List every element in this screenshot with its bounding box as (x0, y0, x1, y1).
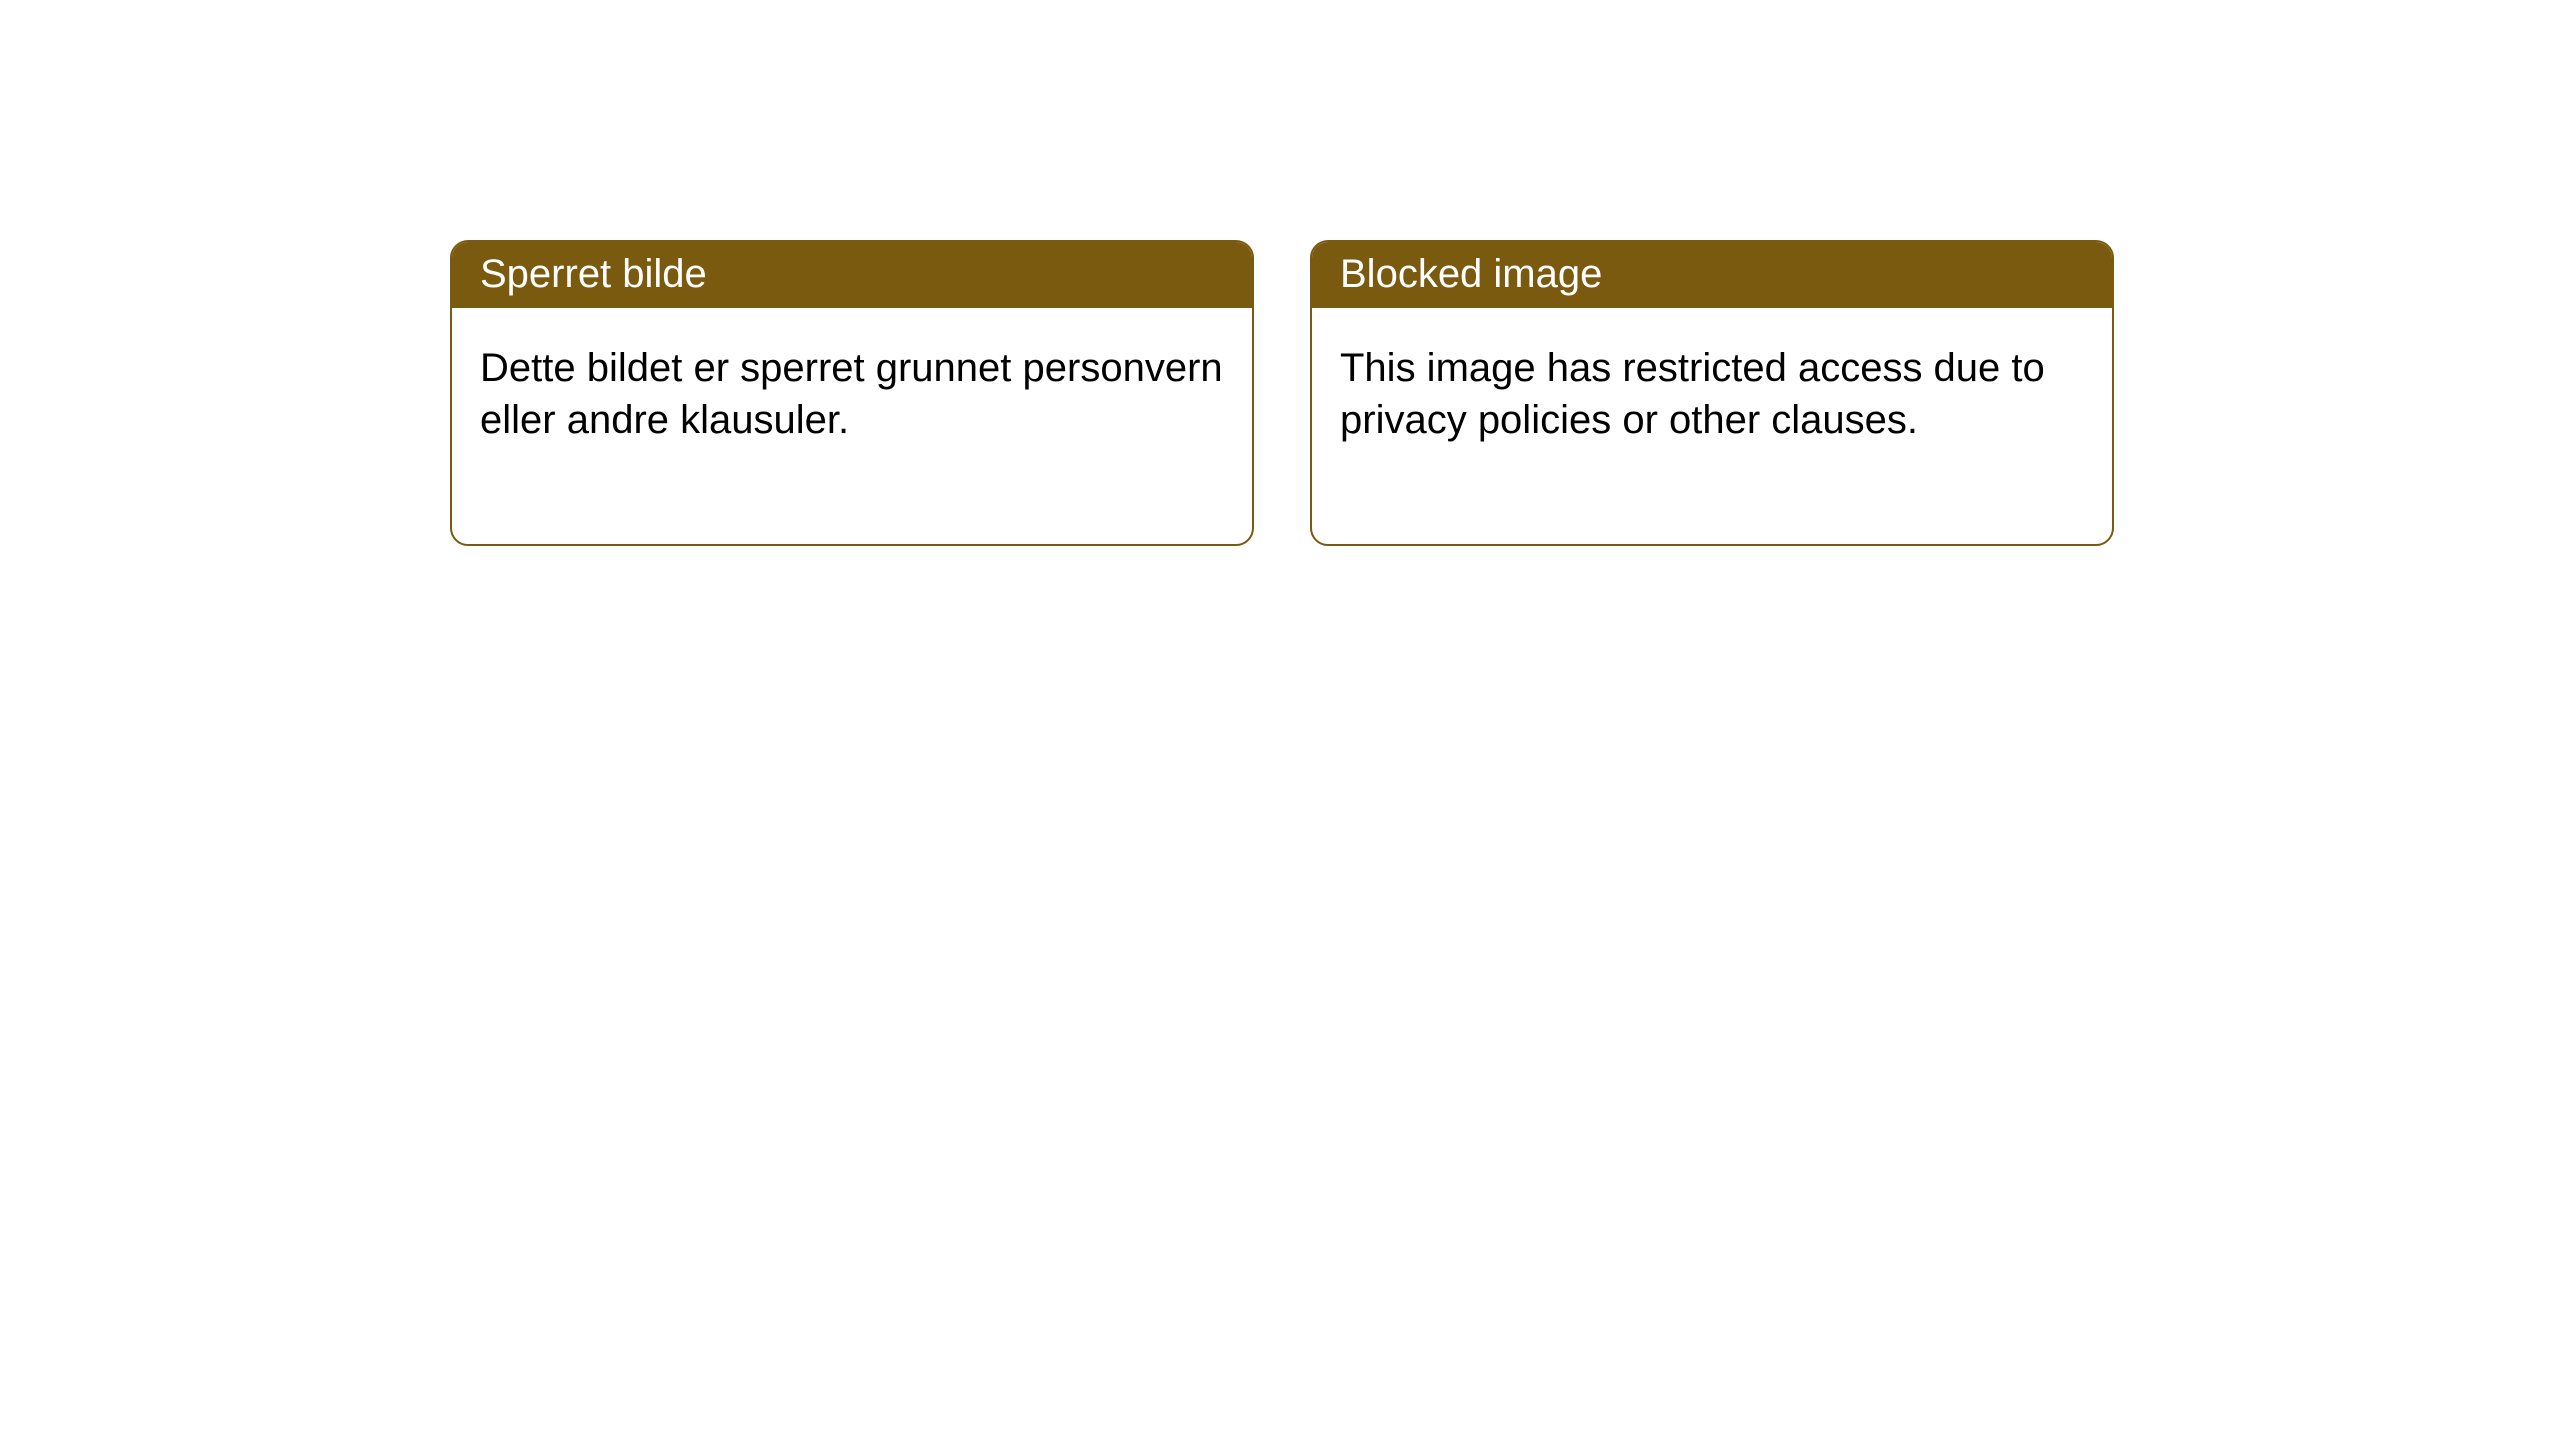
notice-title: Sperret bilde (452, 242, 1252, 308)
notice-card-norwegian: Sperret bilde Dette bildet er sperret gr… (450, 240, 1254, 546)
notice-card-english: Blocked image This image has restricted … (1310, 240, 2114, 546)
notice-body: Dette bildet er sperret grunnet personve… (452, 308, 1252, 544)
notice-container: Sperret bilde Dette bildet er sperret gr… (0, 0, 2560, 546)
notice-body: This image has restricted access due to … (1312, 308, 2112, 544)
notice-title: Blocked image (1312, 242, 2112, 308)
